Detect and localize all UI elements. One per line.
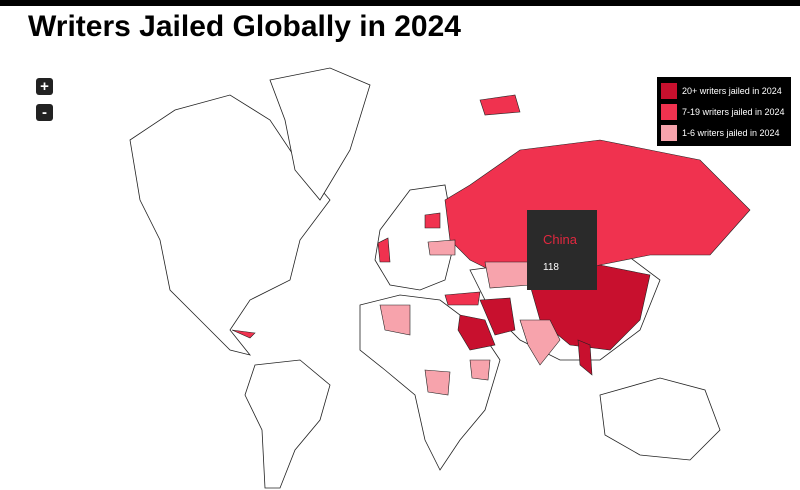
saudi-arabia[interactable] [457,314,496,351]
legend-swatch [661,103,677,120]
india[interactable] [519,319,561,366]
legend-item: 1-6 writers jailed in 2024 [661,122,787,143]
zoom-out-button[interactable]: - [36,104,53,121]
legend-item: 7-19 writers jailed in 2024 [661,101,787,122]
belarus[interactable] [424,212,441,229]
tooltip-value: 118 [543,262,559,273]
svalbard[interactable] [479,94,521,116]
land [269,67,371,201]
russia[interactable] [444,139,751,286]
top-bar [0,0,800,6]
page-title: Writers Jailed Globally in 2024 [28,10,461,43]
iran[interactable] [479,297,516,336]
legend-swatch [661,82,677,99]
kazakhstan[interactable] [484,261,531,289]
land [244,359,331,489]
ethiopia[interactable] [469,359,491,381]
tooltip: China 118 [527,210,597,290]
land [599,377,721,461]
land [129,94,331,356]
algeria[interactable] [379,304,411,336]
legend-label: 1-6 writers jailed in 2024 [682,127,780,138]
legend-label: 20+ writers jailed in 2024 [682,85,782,96]
ukraine[interactable] [427,239,456,256]
legend: 20+ writers jailed in 2024 7-19 writers j… [657,77,791,146]
tooltip-country: China [543,232,577,247]
drc[interactable] [424,369,451,396]
vietnam[interactable] [577,339,593,376]
turkey[interactable] [444,291,481,306]
legend-swatch [661,124,677,141]
land [374,184,456,291]
legend-label: 7-19 writers jailed in 2024 [682,106,785,117]
legend-item: 20+ writers jailed in 2024 [661,80,787,101]
zoom-in-button[interactable]: + [36,78,53,95]
cuba[interactable] [231,329,256,339]
uk[interactable] [377,237,391,263]
